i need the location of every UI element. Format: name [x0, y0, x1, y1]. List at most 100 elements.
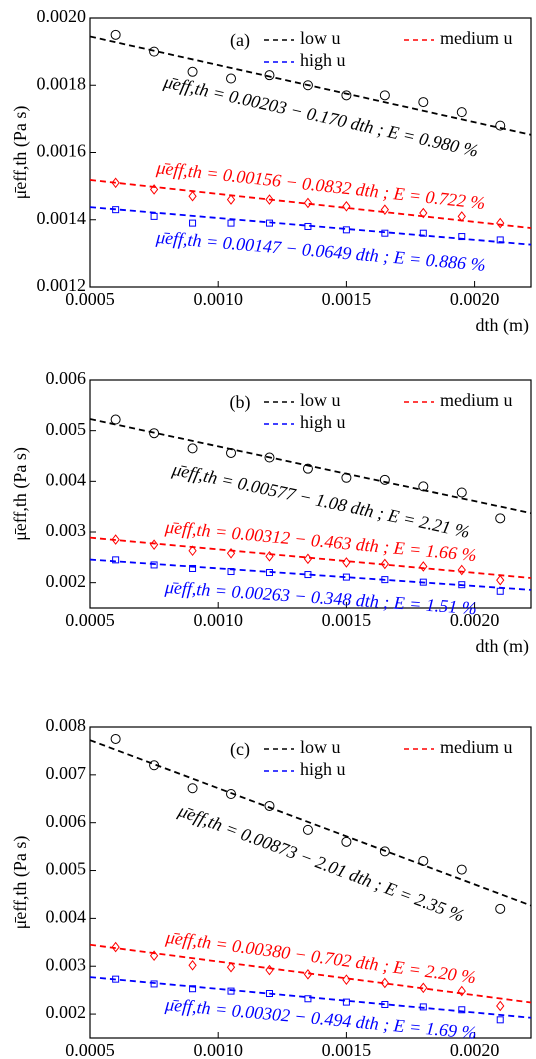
x-axis-label: dth (m): [476, 315, 530, 336]
point: [379, 474, 390, 485]
point: [264, 800, 275, 811]
point: [264, 70, 275, 81]
y-tick-label: 0.004: [46, 907, 87, 927]
point: [419, 1003, 427, 1011]
point: [342, 998, 350, 1006]
point: [302, 824, 313, 835]
point: [264, 452, 275, 463]
point: [189, 219, 197, 227]
point: [150, 980, 158, 988]
plot-frame: [89, 379, 532, 609]
point: [149, 46, 160, 57]
point: [149, 539, 159, 550]
point: [457, 564, 466, 576]
point: [342, 573, 350, 581]
x-tick-label: 0.0005: [65, 610, 115, 630]
point: [112, 556, 120, 564]
point: [149, 184, 159, 195]
point: [342, 974, 351, 985]
point: [265, 551, 274, 562]
point: [457, 211, 466, 222]
y-tick-label: 0.002: [46, 571, 87, 591]
y-tick-label: 0.008: [46, 715, 87, 735]
point: [419, 561, 428, 572]
legend-label: medium u: [440, 390, 513, 410]
point: [419, 207, 428, 219]
point: [456, 107, 467, 118]
fit-equation: μ̄eff,th = 0.00147 − 0.0649 dth ; E = 0.…: [154, 227, 486, 275]
point: [265, 219, 273, 227]
point: [226, 73, 237, 84]
panel: 0.0012 0.0014 0.0016 0.0018 0.0020 0.0005 0.00…: [10, 6, 532, 336]
legend-label: high u: [300, 50, 346, 70]
point: [303, 969, 313, 980]
point: [149, 428, 160, 439]
point: [418, 481, 429, 492]
x-tick-label: 0.0010: [193, 289, 243, 309]
point: [495, 903, 506, 914]
point: [150, 561, 158, 569]
point: [342, 200, 351, 212]
point: [496, 1000, 505, 1012]
point: [112, 975, 120, 983]
point: [495, 120, 506, 131]
x-tick-label: 0.0010: [193, 610, 243, 630]
point: [341, 472, 352, 483]
legend-label: medium u: [440, 737, 513, 757]
point: [303, 197, 313, 209]
x-tick-label: 0.0005: [65, 289, 115, 309]
point: [226, 447, 237, 458]
fit-equation: μ̄eff,th = 0.00302 − 0.494 dth ; E = 1.6…: [163, 994, 477, 1043]
panel: 0.002 0.003 0.004 0.005 0.006 0.0005 0.0010 0.0…: [10, 368, 532, 657]
point: [381, 576, 389, 584]
y-tick-label: 0.002: [46, 1002, 87, 1022]
y-tick-label: 0.003: [46, 954, 87, 974]
point: [342, 226, 350, 234]
legend-label: high u: [300, 412, 346, 432]
y-tick-label: 0.003: [46, 520, 87, 540]
panel: 0.002 0.003 0.004 0.005 0.006 0.007 0.008 0.000…: [10, 715, 532, 1059]
y-tick-label: 0.004: [46, 469, 87, 489]
y-tick-label: 0.007: [46, 763, 87, 783]
point: [419, 578, 427, 586]
y-tick-label: 0.006: [46, 368, 87, 388]
point: [112, 206, 120, 214]
x-tick-label: 0.0020: [450, 289, 500, 309]
point: [149, 950, 159, 962]
point: [227, 568, 235, 576]
point: [496, 587, 504, 595]
point: [379, 846, 390, 857]
legend-label: high u: [300, 759, 346, 779]
fit-equation: μ̄eff,th = 0.00380 − 0.702 dth ; E = 2.2…: [164, 927, 477, 988]
point: [342, 557, 351, 568]
x-tick-label: 0.0010: [193, 1040, 243, 1059]
panel-label: (a): [230, 30, 250, 51]
point: [227, 987, 235, 995]
y-tick-label: 0.0020: [37, 6, 87, 26]
legend-label: low u: [300, 390, 341, 410]
point: [265, 569, 273, 577]
x-tick-label: 0.0020: [450, 610, 500, 630]
point: [381, 229, 389, 237]
y-tick-label: 0.005: [46, 419, 87, 439]
point: [381, 1001, 389, 1009]
x-tick-label: 0.0005: [65, 1040, 115, 1059]
point: [265, 194, 274, 205]
point: [149, 760, 160, 771]
point: [150, 212, 158, 220]
fit-equation: μ̄eff,th = 0.00203 − 0.170 dth ; E = 0.9…: [161, 71, 480, 161]
y-tick-label: 0.0016: [37, 141, 87, 161]
point: [226, 547, 236, 559]
point: [457, 985, 466, 997]
y-axis-label: μ̄eff,th (Pa s): [10, 836, 31, 930]
legend-label: low u: [300, 737, 341, 757]
x-axis-label: dth (m): [476, 636, 530, 657]
y-tick-label: 0.0012: [37, 275, 87, 295]
point: [496, 574, 505, 586]
point: [496, 1016, 504, 1024]
x-tick-label: 0.0015: [322, 1040, 372, 1059]
point: [110, 414, 121, 425]
point: [187, 443, 198, 454]
point: [227, 219, 235, 227]
point: [111, 941, 120, 953]
